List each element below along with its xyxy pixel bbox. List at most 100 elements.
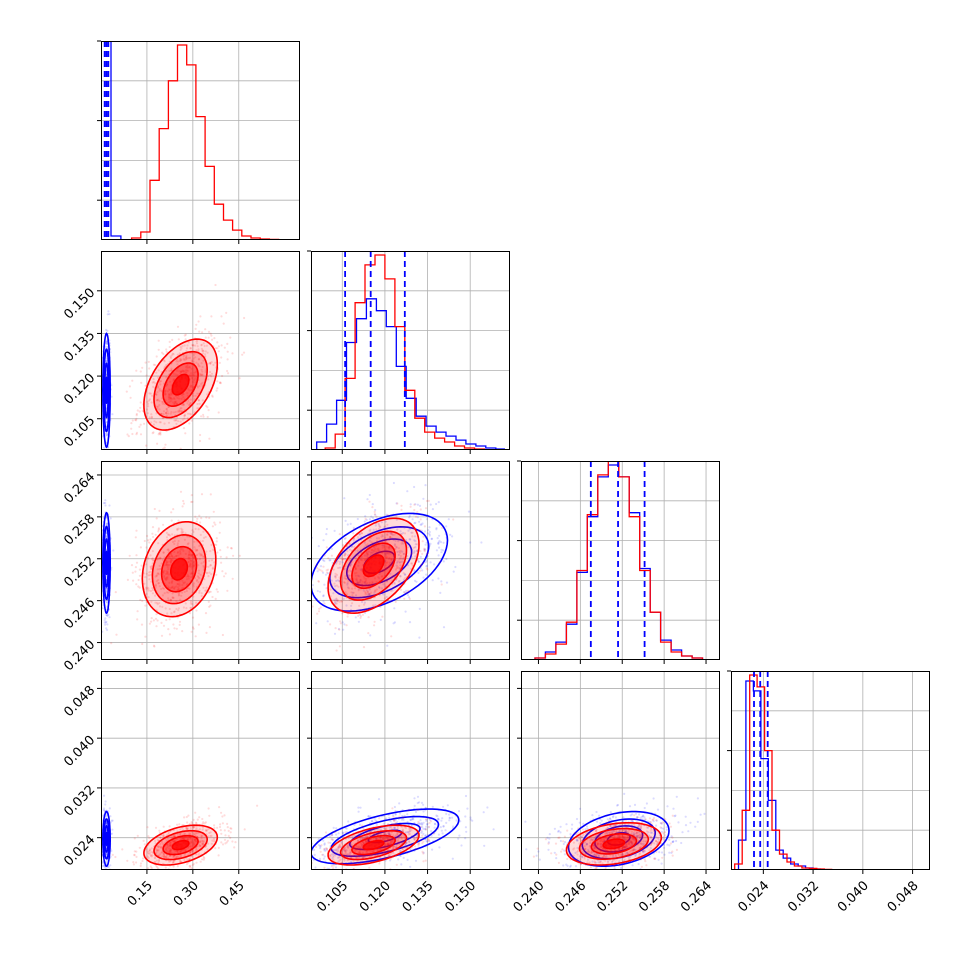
sample-point [362,575,366,578]
sample-point [422,821,425,824]
sample-point [231,577,234,580]
sample-point [209,564,212,567]
sample-point [344,553,347,556]
sample-point [429,503,432,506]
sample-point [168,400,171,404]
sample-point [413,839,416,842]
sample-point [190,494,193,497]
sample-point [203,344,206,348]
sample-point [400,836,403,839]
sample-point [392,845,395,849]
sample-point [381,615,384,618]
sample-point [104,880,106,882]
sample-point [169,842,172,845]
sample-point [200,347,203,350]
sample-point [200,517,203,520]
sample-point [105,823,108,826]
sample-point [356,855,359,858]
sample-point [194,562,197,566]
sample-point [393,544,397,547]
sample-point [162,571,165,575]
sample-point [165,531,168,535]
sample-point [397,553,400,557]
sample-point [403,814,406,817]
sample-point [160,389,163,392]
sample-point [143,422,146,425]
sample-point [215,537,218,540]
sample-point [205,586,208,589]
sample-point [399,561,402,564]
sample-point [371,516,375,520]
sample-point [368,866,371,869]
sample-point [207,330,211,333]
sample-point [201,822,204,826]
sample-point [381,533,384,537]
sample-point [190,564,193,567]
sample-point [192,585,195,588]
sample-point [418,528,421,531]
sample-point [466,807,469,810]
sample-point [380,550,383,554]
sample-point [331,584,334,587]
sample-point [179,490,183,493]
sample-point [374,590,377,593]
sample-point [357,614,360,618]
density-contour [311,512,449,612]
sample-point [186,582,189,586]
sample-point [308,556,310,558]
sample-point [182,581,185,584]
sample-point [156,442,159,445]
sample-point [105,613,108,617]
sample-point [359,568,362,571]
sample-point [183,344,186,347]
sample-point [384,559,387,563]
sample-point [402,552,405,555]
sample-point [465,830,468,833]
sample-point [176,402,179,405]
sample-point [170,367,173,370]
axes-frame [101,251,300,450]
sample-point [361,841,364,844]
sample-point [168,581,171,585]
sample-point [424,834,427,837]
sample-point [238,554,241,557]
sample-point [135,417,138,420]
sample-point [148,852,151,855]
sample-point [360,569,363,572]
sample-point [198,544,201,548]
sample-point [353,572,356,575]
sample-point [480,541,483,544]
sample-point [148,578,151,581]
sample-point [436,818,440,821]
sample-point [206,393,209,396]
sample-point [157,858,161,862]
sample-point [202,413,205,416]
sample-point [219,382,222,385]
sample-point [190,377,194,380]
sample-point [187,858,190,861]
sample-point [356,554,359,557]
sample-point [395,845,398,849]
sample-point [175,395,178,398]
sample-point [107,865,110,868]
sample-point [154,839,157,843]
sample-point [366,593,369,596]
sample-point [386,842,389,845]
sample-point [207,600,210,603]
sample-point [165,350,168,353]
sample-point [181,838,184,841]
sample-point [368,581,371,585]
sample-point [366,556,369,560]
sample-point [140,564,143,567]
sample-point [386,533,389,536]
sample-point [169,586,172,590]
sample-point [193,540,196,543]
sample-point [165,407,168,410]
sample-point [209,332,212,335]
sample-point [138,574,141,577]
sample-point [388,838,391,841]
sample-point [464,815,467,818]
sample-point [171,861,175,864]
sample-point [106,883,108,885]
sample-point [372,850,375,853]
